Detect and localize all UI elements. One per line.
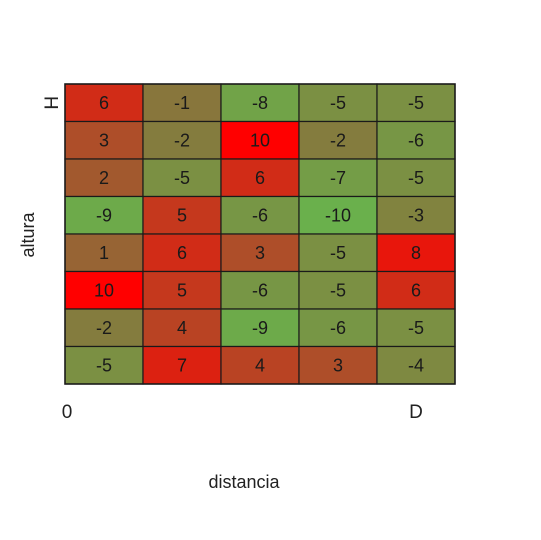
heatmap-cell-r5-c1 [142, 270, 222, 310]
cell-value-label-r2-c2: 6 [255, 168, 265, 188]
cell-value-label-r5-c1: 5 [177, 280, 187, 300]
cell-value-label-r7-c4: -4 [408, 355, 424, 375]
cell-value-label-r1-c2: 10 [250, 130, 270, 150]
cell-value-label-r2-c3: -7 [330, 168, 346, 188]
cell-value-label-r7-c0: -5 [96, 355, 112, 375]
heatmap-cell-r7-c3 [298, 345, 378, 385]
cell-value-label-r3-c4: -3 [408, 205, 424, 225]
cell-value-label-r0-c2: -8 [252, 93, 268, 113]
y-axis-label: altura [18, 212, 38, 258]
cell-value-label-r5-c0: 10 [94, 280, 114, 300]
heatmap-cell-r6-c0 [64, 308, 144, 348]
cell-value-label-r5-c2: -6 [252, 280, 268, 300]
heatmap-cell-r3-c4 [376, 195, 456, 235]
heatmap-cell-r2-c1 [142, 158, 222, 198]
cell-value-label-r2-c0: 2 [99, 168, 109, 188]
cell-value-label-r4-c2: 3 [255, 243, 265, 263]
plot-frame [64, 83, 456, 385]
heatmap-cell-r1-c4 [376, 120, 456, 160]
cell-value-label-r4-c3: -5 [330, 243, 346, 263]
heatmap-cell-r2-c3 [298, 158, 378, 198]
cell-value-label-r6-c0: -2 [96, 318, 112, 338]
heatmap-cell-r3-c1 [142, 195, 222, 235]
heatmap-cell-labels: 6 -1 -8 -5 -5 3 -2 10 -2 -6 2 -5 6 -7 -5 -9 5 -6 -10 -3 1 6 3 -… [94, 93, 424, 376]
cell-value-label-r7-c3: 3 [333, 355, 343, 375]
heatmap-cell-r4-c1 [142, 233, 222, 273]
cell-value-label-r3-c3: -10 [325, 205, 351, 225]
cell-value-label-r0-c0: 6 [99, 93, 109, 113]
cell-value-label-r4-c1: 6 [177, 243, 187, 263]
cell-value-label-r4-c4: 8 [411, 243, 421, 263]
heatmap-cell-r0-c0 [64, 83, 144, 123]
heatmap-cell-r7-c4 [376, 345, 456, 385]
cell-value-label-r1-c4: -6 [408, 130, 424, 150]
cell-value-label-r5-c4: 6 [411, 280, 421, 300]
heatmap-cell-r4-c0 [64, 233, 144, 273]
cell-value-label-r6-c4: -5 [408, 318, 424, 338]
cell-value-label-r6-c3: -6 [330, 318, 346, 338]
cell-value-label-r1-c3: -2 [330, 130, 346, 150]
cell-value-label-r7-c2: 4 [255, 355, 265, 375]
cell-value-label-r1-c1: -2 [174, 130, 190, 150]
cell-value-label-r5-c3: -5 [330, 280, 346, 300]
heatmap-cell-r1-c2 [220, 120, 300, 160]
cell-value-label-r7-c1: 7 [177, 355, 187, 375]
cell-value-label-r0-c3: -5 [330, 93, 346, 113]
heatmap-cell-r5-c3 [298, 270, 378, 310]
heatmap-cell-r3-c3 [298, 195, 378, 235]
heatmap-cell-r3-c2 [220, 195, 300, 235]
cell-value-label-r1-c0: 3 [99, 130, 109, 150]
heatmap-cells [64, 83, 456, 385]
x-axis-label: distancia [208, 472, 280, 492]
x-tick-label-start: 0 [62, 402, 73, 423]
y-tick-label-top: H [42, 96, 63, 110]
heatmap-cell-r0-c1 [142, 83, 222, 123]
cell-value-label-r3-c1: 5 [177, 205, 187, 225]
heatmap-cell-r4-c2 [220, 233, 300, 273]
cell-value-label-r3-c0: -9 [96, 205, 112, 225]
heatmap-cell-r7-c0 [64, 345, 144, 385]
cell-value-label-r6-c2: -9 [252, 318, 268, 338]
cell-value-label-r0-c1: -1 [174, 93, 190, 113]
cell-value-label-r3-c2: -6 [252, 205, 268, 225]
heatmap-cell-r7-c1 [142, 345, 222, 385]
cell-value-label-r2-c4: -5 [408, 168, 424, 188]
cell-value-label-r2-c1: -5 [174, 168, 190, 188]
cell-value-label-r0-c4: -5 [408, 93, 424, 113]
heatmap-cell-r5-c2 [220, 270, 300, 310]
x-tick-label-end: D [409, 402, 423, 423]
cell-value-label-r6-c1: 4 [177, 318, 187, 338]
cell-value-label-r4-c0: 1 [99, 243, 109, 263]
